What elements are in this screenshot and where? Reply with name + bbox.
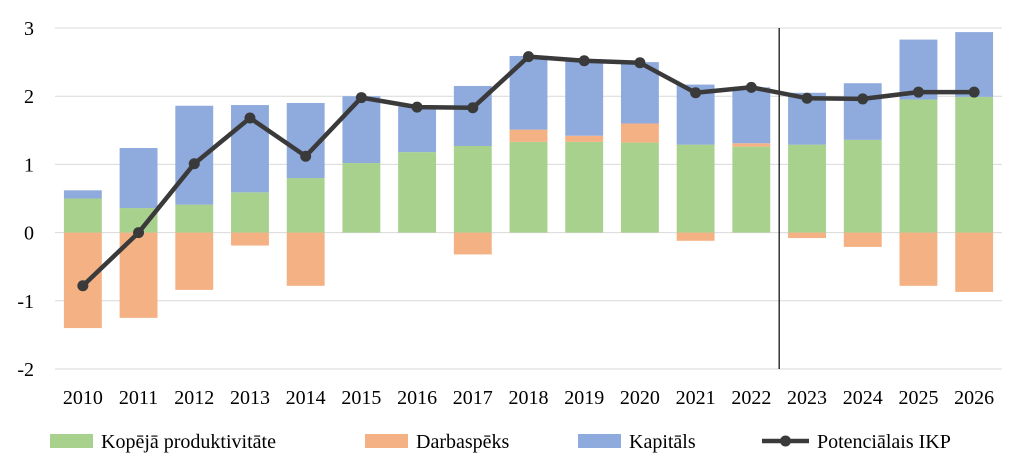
- x-tick-label: 2015: [341, 387, 381, 409]
- point-2014: [300, 150, 312, 162]
- point-2022: [745, 81, 757, 93]
- y-tick-label: 2: [24, 86, 34, 108]
- bar-2014-series0: [286, 178, 325, 233]
- bar-2024-series2: [843, 83, 882, 140]
- point-2013: [244, 112, 256, 124]
- legend-label: Kopējā produktivitāte: [101, 431, 276, 453]
- bar-2010-series0: [63, 198, 102, 233]
- bar-2026-series0: [955, 96, 994, 233]
- legend-swatch-marker: [780, 435, 791, 447]
- bar-2022-series2: [732, 87, 771, 144]
- bar-2024-series0: [843, 139, 882, 233]
- point-2017: [467, 102, 479, 114]
- bar-2017-series1: [453, 232, 492, 255]
- bar-2023-series1: [788, 232, 826, 239]
- legend-label: Darbaspēks: [416, 431, 510, 453]
- point-2012: [188, 158, 200, 170]
- y-tick-label: 1: [24, 154, 34, 176]
- x-tick-label: 2017: [453, 387, 493, 409]
- legend-item: Potenciālais IKP: [762, 431, 951, 453]
- point-2023: [801, 92, 813, 104]
- x-tick-label: 2012: [174, 387, 214, 409]
- x-tick-label: 2022: [731, 387, 771, 409]
- bar-2011-series2: [119, 148, 158, 209]
- x-tick-label: 2018: [509, 387, 549, 409]
- point-2019: [578, 55, 590, 67]
- bar-2022-series0: [732, 146, 771, 233]
- legend-label: Kapitāls: [629, 431, 696, 453]
- bar-series: [63, 32, 994, 329]
- bar-2013-series0: [231, 192, 269, 233]
- bar-2013-series1: [231, 232, 269, 246]
- x-tick-label: 2019: [564, 387, 604, 409]
- x-axis-ticks: 2010 2011 2012 2013 2014 2015 2016 2017 2018 2019…: [63, 387, 994, 409]
- legend: Kopējā produktivitāte Darbaspēks Kapitāls P…: [50, 431, 951, 453]
- bar-2026-series1: [955, 232, 994, 292]
- legend-swatch: [578, 434, 621, 448]
- bar-2018-series0: [509, 141, 548, 233]
- bar-2018-series1: [509, 129, 548, 142]
- bar-2020-series0: [620, 142, 659, 233]
- point-2015: [355, 92, 367, 104]
- legend-item: Darbaspēks: [365, 431, 510, 453]
- bar-2021-series0: [676, 144, 715, 233]
- legend-label: Potenciālais IKP: [817, 431, 951, 453]
- bar-2012-series1: [175, 232, 214, 290]
- point-2020: [634, 57, 646, 69]
- x-tick-label: 2010: [63, 387, 103, 409]
- x-tick-label: 2023: [787, 387, 827, 409]
- legend-item: Kapitāls: [578, 431, 696, 453]
- x-tick-label: 2020: [620, 387, 660, 409]
- bar-2014-series1: [286, 232, 325, 286]
- point-2026: [968, 86, 980, 98]
- bar-2012-series0: [175, 204, 214, 233]
- bar-2019-series2: [565, 59, 604, 136]
- legend-swatch: [50, 434, 93, 448]
- bar-2019-series1: [565, 135, 604, 142]
- bar-2020-series1: [620, 123, 659, 143]
- bar-2010-series2: [63, 190, 102, 199]
- bar-2021-series1: [676, 232, 715, 241]
- bar-2022-series1: [732, 143, 771, 147]
- bar-2016-series0: [398, 152, 437, 233]
- bar-2020-series2: [620, 62, 659, 124]
- bar-2015-series0: [342, 163, 381, 233]
- legend-item: Kopējā produktivitāte: [50, 431, 276, 453]
- bar-2017-series0: [453, 145, 492, 233]
- x-tick-label: 2025: [898, 387, 938, 409]
- y-tick-label: 0: [24, 223, 34, 245]
- point-2016: [411, 101, 423, 113]
- bar-2024-series1: [843, 232, 882, 247]
- bar-2026-series2: [955, 32, 994, 97]
- y-axis-ticks: -2 -1 0 1 2 3: [17, 18, 34, 381]
- bar-2015-series2: [342, 96, 381, 164]
- y-tick-label: -1: [17, 291, 34, 313]
- x-tick-label: 2011: [119, 387, 158, 409]
- bar-2019-series0: [565, 141, 604, 233]
- bar-2023-series0: [788, 144, 826, 233]
- point-2024: [857, 93, 869, 105]
- x-tick-label: 2016: [397, 387, 437, 409]
- y-tick-label: 3: [24, 18, 34, 40]
- point-2025: [912, 86, 924, 98]
- legend-swatch: [365, 434, 408, 448]
- x-tick-label: 2024: [843, 387, 883, 409]
- bar-2016-series2: [398, 106, 437, 153]
- x-tick-label: 2021: [676, 387, 716, 409]
- y-tick-label: -2: [17, 359, 34, 381]
- x-tick-label: 2013: [230, 387, 270, 409]
- point-2010: [77, 280, 89, 292]
- point-2021: [690, 87, 702, 99]
- point-2018: [523, 51, 534, 63]
- point-2011: [133, 227, 145, 239]
- x-tick-label: 2026: [954, 387, 994, 409]
- x-tick-label: 2014: [286, 387, 326, 409]
- bar-2025-series0: [899, 99, 938, 233]
- bar-2025-series1: [899, 232, 938, 286]
- line-series: [77, 51, 980, 292]
